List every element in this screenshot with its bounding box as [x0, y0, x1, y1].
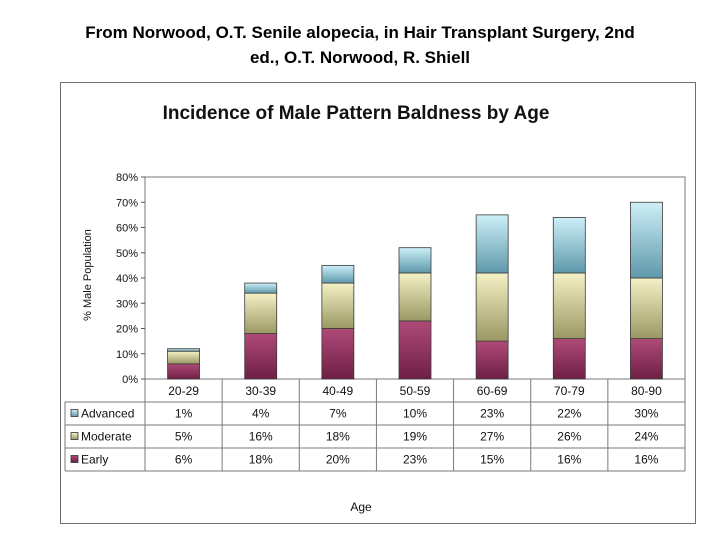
data-label-moderate: 24% [634, 430, 658, 444]
y-axis-label: % Male Population [82, 229, 94, 321]
data-label-early: 6% [175, 453, 193, 467]
data-label-moderate: 16% [249, 430, 273, 444]
data-label-advanced: 10% [403, 407, 427, 421]
data-label-early: 16% [634, 453, 658, 467]
caption-line-2: ed., O.T. Norwood, R. Shiell [249, 48, 471, 67]
chart-title: Incidence of Male Pattern Baldness by Ag… [163, 103, 550, 124]
bar-moderate-30-39 [244, 292, 278, 334]
data-label-moderate: 18% [326, 430, 350, 444]
bar-early-40-49 [321, 328, 355, 380]
bar-advanced-30-39 [244, 282, 278, 294]
bar-early-80-90 [630, 338, 663, 380]
data-label-early: 20% [326, 453, 350, 467]
legend-key-moderate [70, 432, 79, 440]
bar-early-50-59 [398, 320, 432, 380]
bar-early-60-69 [475, 340, 509, 380]
bar-advanced-60-69 [475, 214, 509, 274]
y-tick-label: 10% [116, 349, 138, 361]
data-label-early: 15% [480, 453, 504, 467]
bar-moderate-50-59 [398, 272, 432, 322]
data-label-advanced: 22% [557, 407, 581, 421]
x-tick-label: 20-29 [168, 384, 199, 398]
legend-key-early [70, 455, 79, 463]
bar-advanced-50-59 [398, 247, 432, 274]
y-tick-label: 40% [116, 273, 138, 285]
x-tick-label: 40-49 [323, 384, 354, 398]
data-label-moderate: 19% [403, 430, 427, 444]
y-tick-label: 30% [116, 298, 138, 310]
x-tick-label: 70-79 [554, 384, 585, 398]
data-label-advanced: 7% [329, 407, 347, 421]
data-label-moderate: 26% [557, 430, 581, 444]
bar-early-30-39 [244, 333, 278, 380]
legend-key-advanced [70, 409, 79, 417]
data-label-early: 23% [403, 453, 427, 467]
x-tick-label: 50-59 [400, 384, 431, 398]
x-tick-label: 60-69 [477, 384, 508, 398]
bar-advanced-40-49 [321, 264, 355, 284]
y-tick-label: 0% [122, 374, 138, 386]
bar-moderate-70-79 [552, 272, 586, 339]
data-label-advanced: 30% [634, 407, 658, 421]
data-label-advanced: 4% [252, 407, 270, 421]
figure-caption: From Norwood, O.T. Senile alopecia, in H… [0, 20, 720, 70]
bar-moderate-40-49 [321, 282, 355, 329]
legend-label-early: Early [81, 453, 108, 467]
bar-advanced-20-29 [167, 348, 200, 352]
y-tick-label: 80% [116, 172, 138, 184]
data-label-early: 18% [249, 453, 273, 467]
data-label-advanced: 23% [480, 407, 504, 421]
y-tick-label: 70% [116, 197, 138, 209]
y-tick-label: 20% [116, 324, 138, 336]
chart-frame: Incidence of Male Pattern Baldness by Ag… [60, 82, 696, 524]
bar-advanced-80-90 [630, 201, 663, 279]
data-label-advanced: 1% [175, 407, 193, 421]
caption-line-1: From Norwood, O.T. Senile alopecia, in H… [85, 23, 635, 42]
legend-label-advanced: Advanced [81, 407, 134, 421]
legend-label-moderate: Moderate [81, 430, 132, 444]
bar-advanced-70-79 [552, 216, 586, 274]
data-label-moderate: 27% [480, 430, 504, 444]
bar-early-20-29 [167, 363, 200, 380]
data-label-early: 16% [557, 453, 581, 467]
bar-moderate-20-29 [167, 350, 200, 365]
bar-moderate-60-69 [475, 272, 509, 342]
bar-moderate-80-90 [630, 277, 663, 339]
bar-early-70-79 [552, 338, 586, 380]
y-tick-label: 50% [116, 248, 138, 260]
data-label-moderate: 5% [175, 430, 193, 444]
x-tick-label: 30-39 [245, 384, 276, 398]
stacked-bar-chart: Incidence of Male Pattern Baldness by Ag… [64, 103, 686, 514]
x-axis-label: Age [350, 500, 372, 514]
x-tick-label: 80-90 [631, 384, 662, 398]
y-tick-label: 60% [116, 223, 138, 235]
